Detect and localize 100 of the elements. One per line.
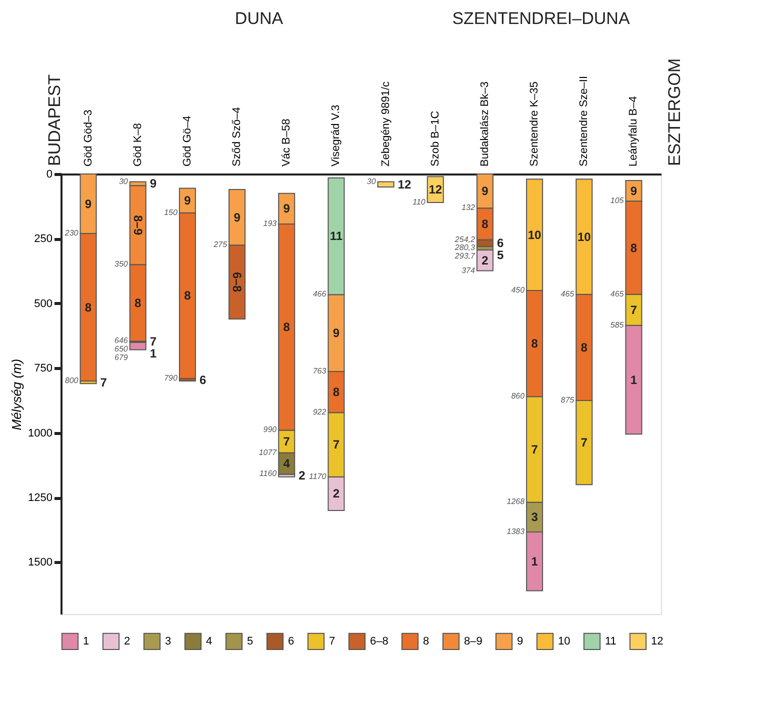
annotation: 679 (114, 352, 128, 362)
bar (377, 181, 394, 188)
annotation: 132 (462, 203, 476, 212)
legend-label: 1 (83, 635, 90, 648)
annotation: 275 (212, 240, 228, 250)
annotation: 465 (560, 289, 575, 298)
text: 9 (283, 202, 290, 216)
annotation: 150 (164, 208, 178, 217)
text: 10 (577, 230, 591, 244)
text: 8 (134, 296, 142, 310)
annotation: 293,7 (454, 251, 476, 260)
legend-label: 2 (124, 635, 130, 648)
text: 11 (330, 229, 343, 244)
text: 7 (531, 442, 538, 456)
x-tick-label: Szob B–1C (429, 110, 442, 166)
text: 12 (398, 177, 412, 192)
y-tick-label: 1000 (28, 427, 52, 440)
text: 1 (531, 554, 538, 568)
y-tick-label: 0 (46, 168, 52, 180)
y-tick-label: 500 (34, 298, 52, 310)
text: 8 (332, 385, 340, 400)
text: 2 (332, 486, 340, 501)
annotation: 30 (366, 176, 376, 186)
legend-label: 5 (247, 635, 254, 648)
annotation: 763 (312, 366, 327, 376)
annotation: 1077 (258, 448, 278, 457)
legend-label: 9 (517, 635, 524, 648)
text: 7 (630, 302, 638, 317)
annotation: 875 (560, 395, 575, 404)
x-tick-label: Leányfalu B–4 (628, 96, 640, 166)
text: 9 (630, 184, 638, 198)
annotation: 790 (164, 373, 178, 382)
y-tick-label: 1250 (28, 492, 52, 504)
text: 1 (150, 346, 157, 360)
legend-label: 6 (288, 635, 294, 648)
legend-label: 4 (206, 635, 212, 648)
legend-label: 10 (558, 635, 570, 648)
text: 9 (482, 184, 488, 198)
text: 6 (199, 372, 206, 387)
x-tick-label: Zebegény 9891/c (380, 80, 392, 166)
text: 8 (283, 320, 290, 334)
text: 9 (84, 196, 92, 211)
text: 8 (482, 216, 488, 231)
annotation: 230 (64, 228, 79, 238)
annotation: 922 (312, 408, 327, 417)
annotation: 350 (114, 260, 128, 269)
text: 6 (496, 236, 504, 250)
annotation: 465 (610, 289, 624, 298)
text: 9 (150, 176, 157, 191)
text: 7 (283, 434, 290, 448)
text: 9 (234, 210, 240, 224)
text: 10 (528, 228, 542, 242)
annotation: 1383 (506, 526, 526, 536)
text: 8 (580, 340, 588, 354)
x-tick-label: Vác B–58 (280, 118, 293, 166)
legend-label: 7 (329, 635, 336, 648)
text: 7 (100, 375, 107, 390)
x-tick-label: Sződ Sző–4 (231, 107, 244, 166)
legend-label: 3 (165, 635, 172, 648)
text: 8 (84, 300, 92, 314)
text: 8 (184, 288, 191, 303)
text: ESZTERGOM (665, 58, 684, 166)
annotation: 860 (511, 392, 526, 401)
legend-label: 8–9 (464, 635, 482, 648)
x-tick-label: Budakalász Bk–3 (478, 82, 491, 166)
annotation: 254,2 (454, 234, 476, 244)
y-tick-label: 250 (34, 233, 52, 246)
legend-label: 11 (605, 635, 616, 648)
annotation: 1268 (506, 497, 526, 506)
x-tick-label: Szentendre Sze–II (578, 76, 590, 166)
annotation: 990 (263, 425, 278, 434)
annotation: 105 (610, 196, 624, 206)
text: 7 (150, 334, 157, 349)
y-tick-label: 1500 (28, 556, 52, 569)
annotation: 646 (114, 336, 128, 346)
text: 12 (428, 182, 442, 197)
annotation: 466 (312, 290, 327, 299)
legend-label: 6–8 (370, 635, 388, 648)
text: 6–8 (230, 272, 244, 292)
annotation: 374 (462, 266, 476, 275)
text: 2 (482, 253, 488, 268)
text: 3 (531, 510, 538, 524)
text: 9 (184, 194, 191, 208)
annotation: 800 (64, 376, 79, 386)
y-tick-label: 750 (34, 362, 52, 375)
x-tick-label: Visegrád V.3 (330, 104, 342, 166)
annotation: 1160 (259, 469, 278, 478)
annotation: 1170 (309, 472, 327, 481)
text: SZENTENDREI–DUNA (452, 9, 630, 28)
text: 8 (531, 336, 538, 351)
x-tick-label: Göd K–8 (132, 123, 144, 166)
annotation: 110 (412, 197, 426, 206)
text: DUNA (234, 9, 284, 28)
annotation: 193 (263, 218, 278, 228)
text: 2 (298, 468, 306, 483)
annotation: 450 (511, 285, 526, 294)
text: 8–9 (130, 215, 145, 236)
legend-label: 8 (423, 635, 430, 648)
text: 4 (283, 456, 290, 470)
text: 7 (580, 436, 588, 450)
